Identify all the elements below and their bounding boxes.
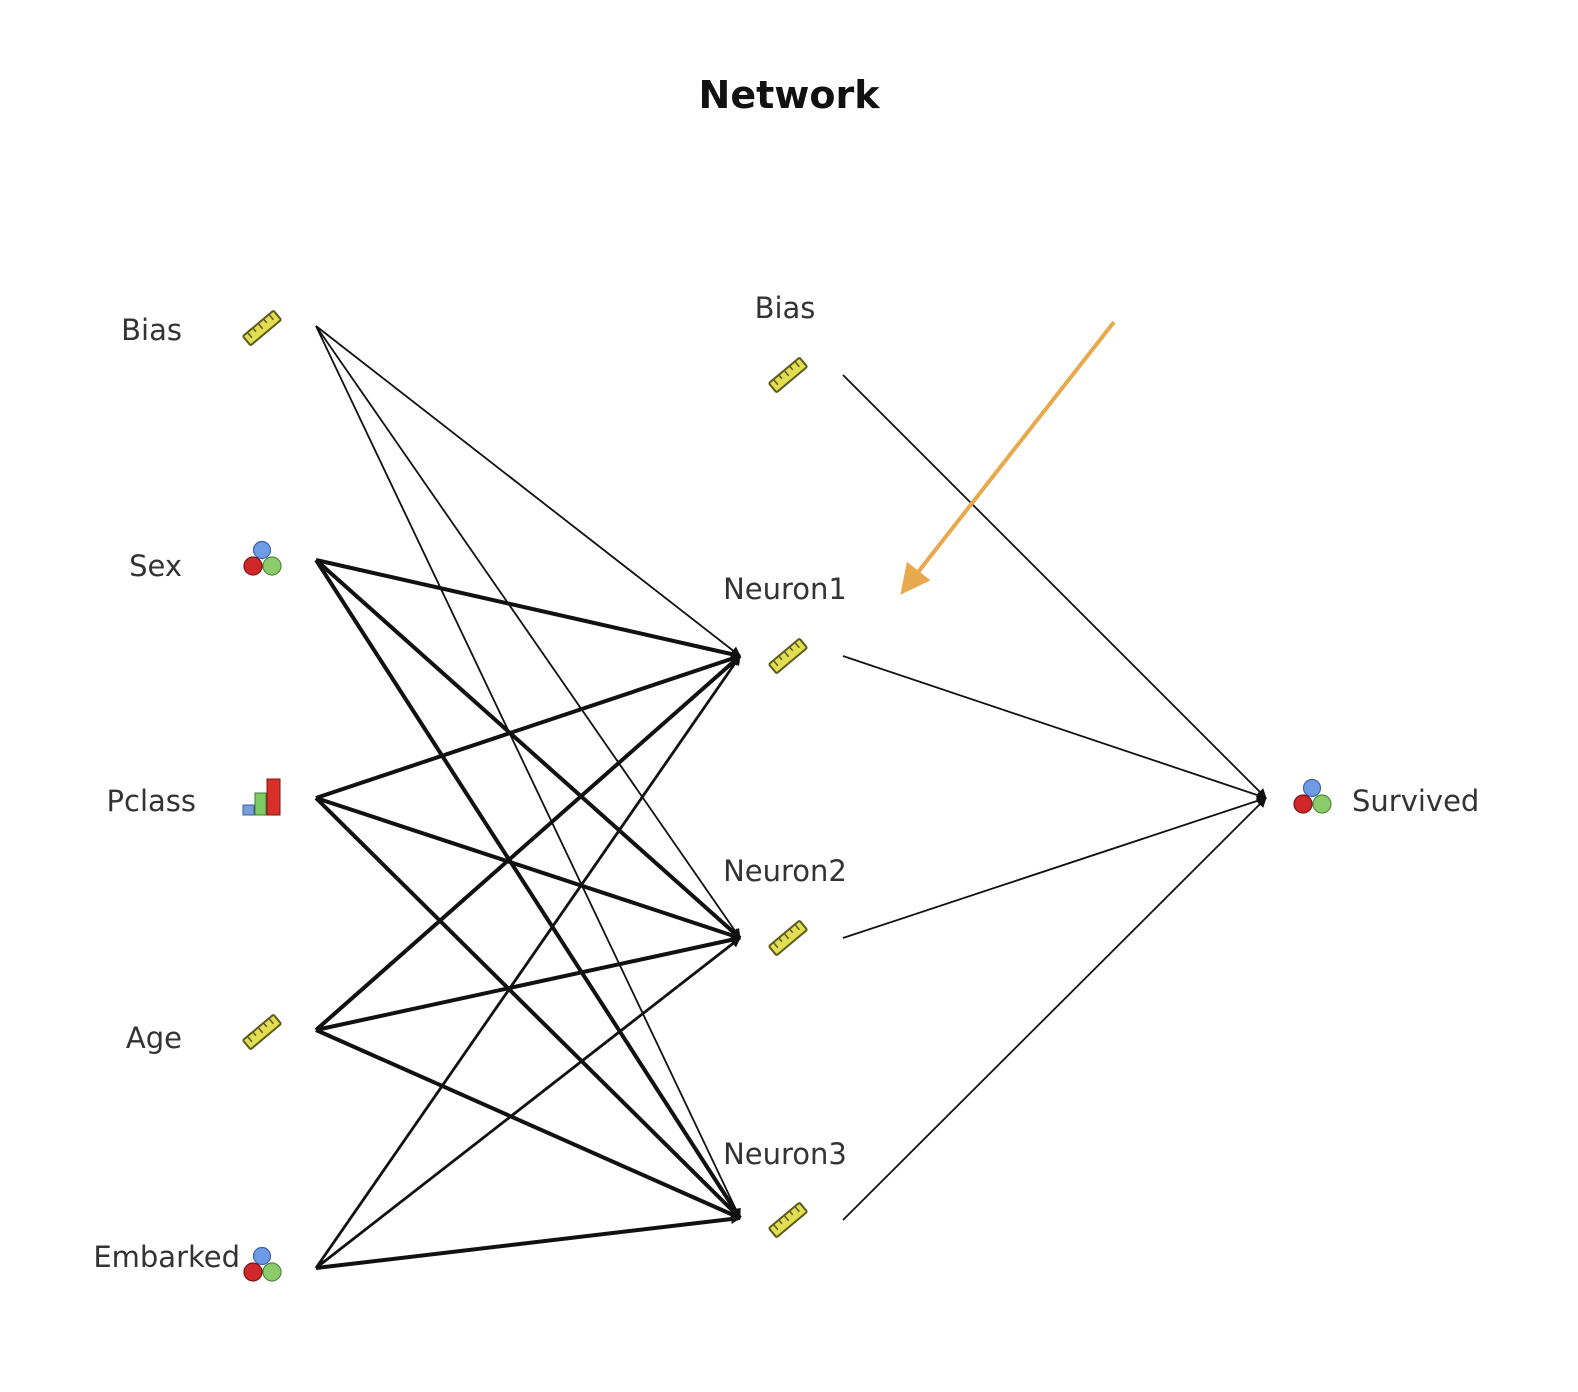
connection-in-bias-to-h-neuron3 (315, 325, 741, 1219)
node-label: Survived (1352, 784, 1479, 818)
node-label: Sex (129, 549, 182, 583)
hidden-node-neuron3: Neuron3 (723, 1137, 847, 1238)
node-label: Embarked (93, 1240, 240, 1274)
connection-h-bias-to-out-survived (842, 374, 1267, 799)
connection-in-age-to-h-neuron2 (315, 935, 741, 1032)
bar-chart-icon (242, 778, 281, 816)
connection-in-bias-to-h-neuron1 (315, 325, 741, 657)
node-label: Bias (121, 313, 182, 347)
connection-in-pclass-to-h-neuron1 (315, 654, 741, 800)
hidden-node-bias: Bias (755, 291, 816, 393)
connection-h-neuron1-to-out-survived (842, 655, 1267, 800)
nominal-spheres-icon (243, 540, 282, 576)
ruler-icon (768, 638, 808, 674)
input-node-embarked: Embarked (93, 1240, 282, 1282)
connection-in-pclass-to-h-neuron2 (315, 796, 741, 940)
hidden-node-neuron1: Neuron1 (723, 572, 847, 674)
input-node-pclass: Pclass (107, 778, 281, 818)
connections (314, 325, 1267, 1270)
connection-in-embarked-to-h-neuron2 (315, 936, 741, 1270)
input-node-sex: Sex (129, 540, 282, 583)
input-node-age: Age (126, 1014, 282, 1055)
hidden-node-neuron2: Neuron2 (723, 854, 847, 956)
annotation (900, 320, 1116, 595)
ruler-icon (242, 310, 282, 346)
nominal-spheres-icon (243, 1246, 282, 1282)
ruler-icon (242, 1014, 282, 1050)
output-node-survived: Survived (1293, 778, 1479, 818)
connection-in-pclass-to-h-neuron3 (314, 796, 742, 1220)
connection-in-sex-to-h-neuron1 (315, 558, 741, 659)
connection-in-embarked-to-h-neuron1 (314, 655, 742, 1269)
connection-in-sex-to-h-neuron2 (314, 558, 742, 940)
connection-in-age-to-h-neuron1 (314, 654, 742, 1032)
node-label: Neuron2 (723, 854, 847, 888)
connection-in-sex-to-h-neuron3 (314, 558, 742, 1220)
node-label: Bias (755, 291, 816, 325)
node-label: Neuron3 (723, 1137, 847, 1171)
diagram-title: Network (699, 73, 881, 117)
connection-in-embarked-to-h-neuron3 (315, 1214, 741, 1270)
connection-h-neuron2-to-out-survived (842, 796, 1267, 939)
ruler-icon (768, 357, 808, 393)
connection-in-bias-to-h-neuron2 (315, 325, 741, 939)
connection-h-neuron3-to-out-survived (842, 797, 1267, 1221)
connection-in-age-to-h-neuron3 (315, 1028, 741, 1220)
node-label: Age (126, 1021, 182, 1055)
input-node-bias: Bias (121, 310, 282, 347)
node-label: Pclass (107, 784, 196, 818)
node-label: Neuron1 (723, 572, 847, 606)
nominal-spheres-icon (1293, 778, 1332, 814)
orange-pointer-arrow (900, 320, 1116, 595)
ruler-icon (768, 920, 808, 956)
ruler-icon (768, 1202, 808, 1238)
